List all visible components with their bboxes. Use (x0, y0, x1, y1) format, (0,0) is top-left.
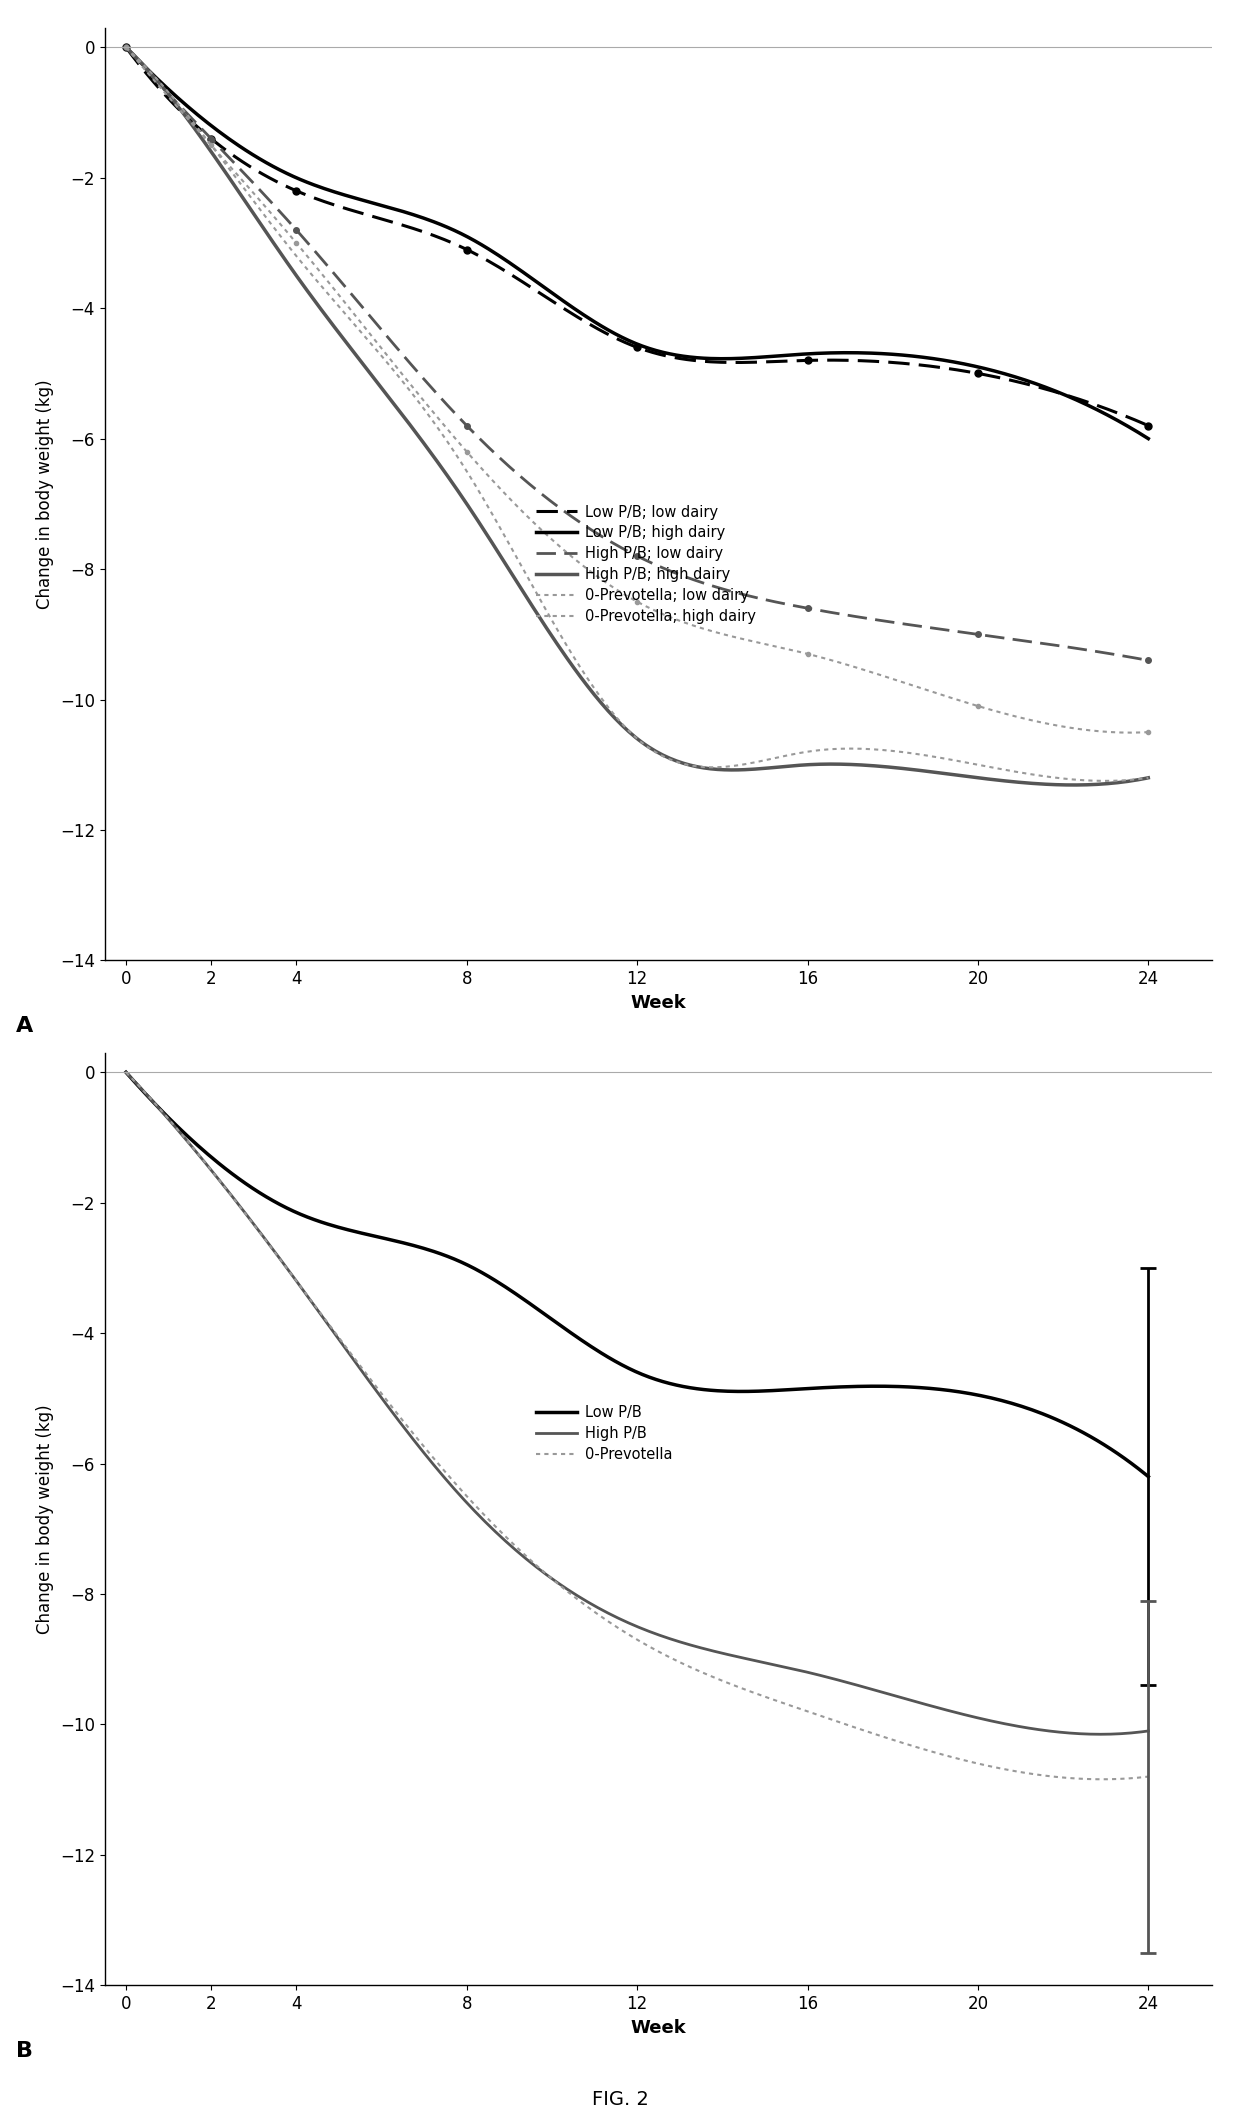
Low P/B; low dairy (119, 34, 134, 59)
Low P/B (1045, 1406, 1060, 1431)
Low P/B; high dairy (744, 346, 759, 371)
Low P/B; low dairy (724, 350, 739, 375)
0-Prevotella (122, 1062, 136, 1088)
Text: A: A (16, 1015, 33, 1037)
X-axis label: Week: Week (631, 2018, 686, 2037)
Low P/B; low dairy (1141, 413, 1156, 439)
Line: High P/B: High P/B (126, 1073, 1148, 1734)
Line: 0-Prevotella; high dairy: 0-Prevotella; high dairy (126, 47, 1148, 780)
0-Prevotella (727, 1673, 742, 1698)
0-Prevotella; low dairy (727, 625, 742, 651)
High P/B; high dairy (1065, 772, 1080, 797)
High P/B; high dairy (724, 757, 739, 782)
0-Prevotella; high dairy (1045, 765, 1060, 791)
Y-axis label: Change in body weight (kg): Change in body weight (kg) (36, 1403, 55, 1635)
High P/B; high dairy (1141, 765, 1156, 791)
High P/B (119, 1060, 134, 1085)
0-Prevotella (980, 1753, 994, 1779)
High P/B; high dairy (1045, 772, 1060, 797)
Line: Low P/B; low dairy: Low P/B; low dairy (126, 47, 1148, 426)
Low P/B (122, 1064, 136, 1090)
X-axis label: Week: Week (631, 994, 686, 1011)
0-Prevotella; high dairy (119, 34, 134, 59)
Low P/B; low dairy (1045, 377, 1060, 403)
0-Prevotella; low dairy (1141, 719, 1156, 744)
Legend: Low P/B, High P/B, 0-Prevotella: Low P/B, High P/B, 0-Prevotella (533, 1403, 676, 1465)
0-Prevotella; low dairy (980, 695, 994, 721)
0-Prevotella (1096, 1766, 1111, 1791)
0-Prevotella (724, 1671, 739, 1696)
Low P/B; low dairy (727, 350, 742, 375)
Low P/B (119, 1060, 134, 1085)
High P/B; low dairy (119, 34, 134, 59)
0-Prevotella; low dairy (724, 623, 739, 649)
Legend: Low P/B; low dairy, Low P/B; high dairy, High P/B; low dairy, High P/B; high dai: Low P/B; low dairy, Low P/B; high dairy,… (533, 502, 759, 628)
Line: 0-Prevotella; low dairy: 0-Prevotella; low dairy (126, 47, 1148, 734)
High P/B; low dairy (1141, 649, 1156, 674)
0-Prevotella (119, 1060, 134, 1085)
High P/B (1092, 1721, 1107, 1747)
High P/B; low dairy (122, 38, 136, 64)
Line: Low P/B: Low P/B (126, 1073, 1148, 1478)
High P/B; high dairy (727, 757, 742, 782)
Low P/B; high dairy (119, 34, 134, 59)
0-Prevotella (1045, 1764, 1060, 1789)
High P/B; high dairy (119, 34, 134, 59)
High P/B; low dairy (1045, 632, 1060, 657)
Low P/B (744, 1378, 759, 1403)
Low P/B (727, 1378, 742, 1403)
Low P/B (1141, 1465, 1156, 1490)
Low P/B; low dairy (744, 350, 759, 375)
0-Prevotella; low dairy (1123, 721, 1138, 746)
Low P/B; high dairy (122, 38, 136, 64)
0-Prevotella (1141, 1764, 1156, 1789)
0-Prevotella; low dairy (744, 628, 759, 653)
High P/B (122, 1062, 136, 1088)
Line: High P/B; low dairy: High P/B; low dairy (126, 47, 1148, 661)
High P/B (744, 1647, 759, 1673)
Y-axis label: Change in body weight (kg): Change in body weight (kg) (36, 379, 55, 608)
Low P/B (724, 1378, 739, 1403)
High P/B (980, 1707, 994, 1732)
Line: Low P/B; high dairy: Low P/B; high dairy (126, 47, 1148, 439)
0-Prevotella (744, 1679, 759, 1704)
0-Prevotella; high dairy (122, 38, 136, 64)
Text: FIG. 2: FIG. 2 (591, 2090, 649, 2109)
High P/B (727, 1643, 742, 1668)
Low P/B; high dairy (724, 346, 739, 371)
High P/B; high dairy (744, 757, 759, 782)
High P/B; low dairy (727, 579, 742, 604)
0-Prevotella; high dairy (1096, 767, 1111, 793)
0-Prevotella; high dairy (727, 753, 742, 778)
0-Prevotella; low dairy (1045, 712, 1060, 738)
High P/B; high dairy (980, 765, 994, 791)
Line: 0-Prevotella: 0-Prevotella (126, 1073, 1148, 1779)
Low P/B (980, 1384, 994, 1410)
0-Prevotella; high dairy (1141, 765, 1156, 791)
Low P/B; high dairy (727, 346, 742, 371)
Low P/B; low dairy (980, 363, 994, 388)
High P/B (724, 1643, 739, 1668)
Low P/B; high dairy (1045, 377, 1060, 403)
High P/B; low dairy (980, 623, 994, 649)
Line: High P/B; high dairy: High P/B; high dairy (126, 47, 1148, 784)
0-Prevotella; low dairy (119, 34, 134, 59)
0-Prevotella; high dairy (724, 753, 739, 778)
Low P/B; high dairy (980, 356, 994, 382)
0-Prevotella; low dairy (122, 38, 136, 64)
High P/B; low dairy (724, 579, 739, 604)
Text: B: B (16, 2042, 33, 2061)
0-Prevotella; high dairy (980, 755, 994, 780)
High P/B (1045, 1719, 1060, 1745)
Low P/B; low dairy (122, 38, 136, 64)
High P/B; low dairy (744, 583, 759, 608)
High P/B; high dairy (122, 38, 136, 64)
High P/B (1141, 1717, 1156, 1743)
Low P/B; high dairy (1141, 426, 1156, 452)
0-Prevotella; high dairy (744, 750, 759, 776)
